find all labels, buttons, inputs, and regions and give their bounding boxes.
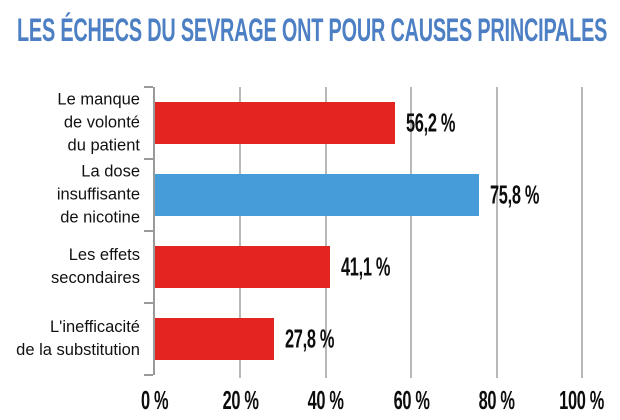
category-label-line: du patient	[67, 136, 140, 155]
x-axis-label-text: 60 %	[393, 385, 430, 415]
x-axis-label: 100 %	[537, 385, 620, 416]
gridline	[239, 87, 242, 378]
y-axis-tick	[144, 230, 153, 232]
category-label: La dose insuffisante de nicotine	[0, 161, 140, 230]
category-label: Le manque de volonté du patient	[0, 89, 140, 158]
y-axis-tick	[144, 302, 153, 304]
chart-title: LES ÉCHECS DU SEVRAGE ONT POUR CAUSES PR…	[17, 12, 608, 48]
y-axis-tick	[144, 374, 153, 376]
y-axis-line	[153, 87, 155, 375]
bar	[155, 174, 479, 216]
value-label: 41,1 %	[341, 251, 391, 282]
value-label: 56,2 %	[405, 107, 456, 138]
x-axis-label-text: 0 %	[141, 385, 169, 415]
category-label: L'inefficacité de la substitution	[0, 316, 140, 362]
category-label-line: Le manque	[57, 90, 140, 109]
category-label-line: de volonté	[63, 113, 140, 132]
category-label-line: secondaires	[51, 269, 140, 287]
gridline	[324, 87, 327, 378]
value-label: 27,8 %	[284, 323, 334, 354]
x-axis-label-text: 20 %	[222, 385, 259, 415]
x-axis-label: 40 %	[281, 385, 371, 416]
gridline	[410, 87, 413, 378]
gridline	[495, 87, 498, 378]
category-label-line: de nicotine	[60, 208, 140, 227]
bar	[155, 318, 274, 360]
bar	[155, 102, 395, 144]
x-axis-label: 0 %	[110, 385, 200, 416]
category-label-line: L'inefficacité	[50, 318, 140, 336]
category-label-line: La dose	[81, 162, 140, 181]
x-axis-label-text: 80 %	[478, 385, 515, 415]
x-axis-label: 20 %	[195, 385, 285, 416]
x-axis-label-text: 40 %	[307, 385, 344, 415]
y-axis-tick	[144, 86, 153, 88]
category-label-line: insuffisante	[56, 185, 140, 204]
x-axis-label-text: 100 %	[559, 385, 605, 415]
gridline	[581, 87, 583, 378]
category-label-line: Les effets	[68, 246, 140, 264]
bar	[155, 246, 331, 288]
y-axis-tick	[144, 158, 153, 160]
value-label: 75,8 %	[489, 179, 539, 210]
category-label-line: de la substitution	[16, 341, 140, 359]
x-axis-label: 80 %	[452, 385, 542, 416]
x-axis-label: 60 %	[366, 385, 456, 416]
category-label: Les effets secondaires	[0, 244, 140, 290]
